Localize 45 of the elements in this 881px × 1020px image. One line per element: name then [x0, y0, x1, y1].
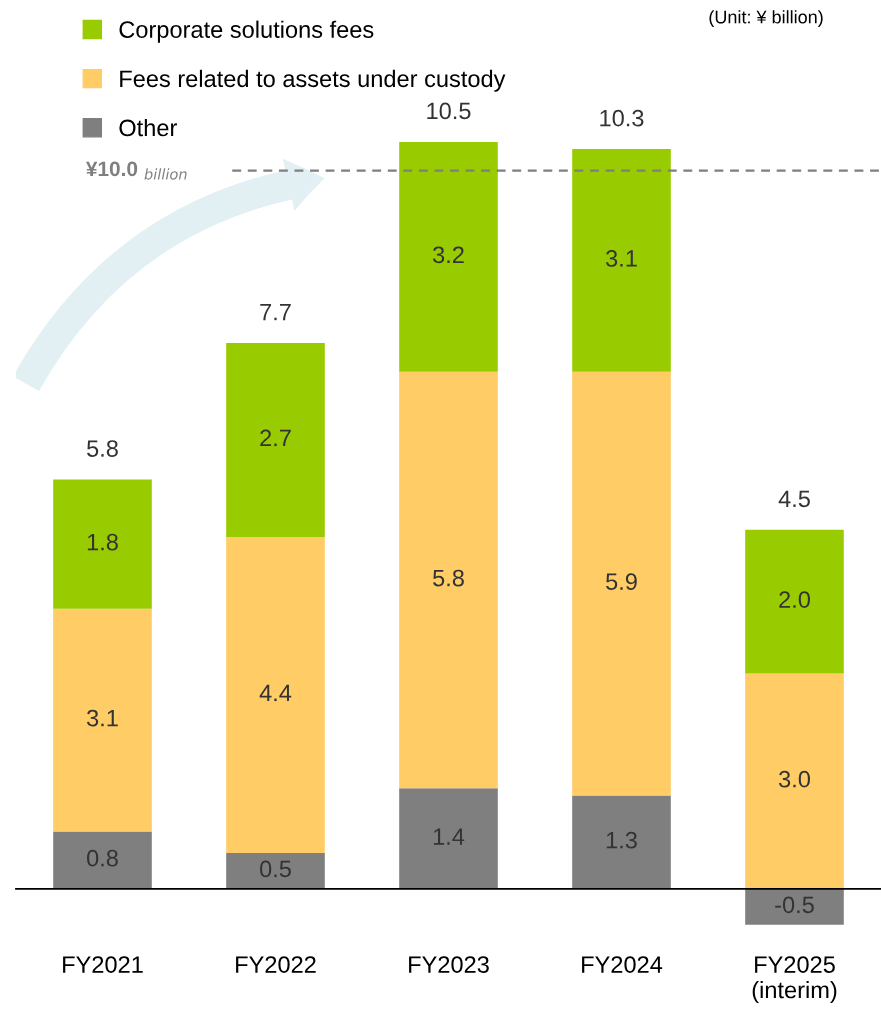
- data-label: 4.4: [259, 684, 292, 702]
- bar: [572, 795, 671, 889]
- data-label: 3.1: [605, 250, 637, 267]
- total-label: 5.8: [87, 440, 118, 457]
- bar: [53, 479, 152, 609]
- data-label: 2.7: [260, 429, 291, 447]
- data-label: 3.2: [432, 246, 464, 264]
- ref-line-label: ¥10.0 $_{billion}$: [85, 161, 187, 180]
- data-label: 1.8: [87, 533, 118, 551]
- bar: [226, 852, 325, 889]
- total-label: 10.3: [600, 109, 644, 127]
- total-label: 10.5: [427, 102, 471, 120]
- data-label: 1.4: [433, 828, 465, 845]
- x-tick-label: FY2023: [409, 956, 489, 973]
- data-label: 0.5: [260, 860, 291, 878]
- data-label: -0.5: [775, 896, 814, 914]
- legend-label: Corporate solutions fees: [119, 20, 374, 43]
- bar: [399, 141, 498, 372]
- data-label: 3.0: [778, 770, 810, 788]
- data-label: 2.0: [779, 591, 810, 608]
- x-tick-label: FY2024: [582, 956, 663, 973]
- data-label: 1.3: [606, 831, 637, 849]
- total-label: 7.7: [260, 303, 291, 321]
- bar: [53, 831, 152, 889]
- data-label: 5.8: [433, 569, 464, 587]
- total-label: 4.5: [778, 490, 810, 508]
- bar: [399, 371, 498, 789]
- text: (Unit: ¥ billion): [709, 10, 823, 28]
- legend-label: Other: [119, 118, 177, 137]
- bar: [572, 371, 671, 796]
- bar: [226, 343, 325, 537]
- data-label: 3.1: [86, 709, 118, 727]
- bar: [53, 608, 152, 832]
- bar: [572, 149, 671, 372]
- x-tick-label: FY2022: [236, 956, 316, 973]
- x-tick-label: FY2021: [63, 956, 143, 973]
- x-tick-label: FY2025 (interim): [752, 956, 837, 1003]
- bar: [745, 888, 844, 925]
- legend-label: Fees related to assets under custody: [120, 69, 506, 92]
- bar: [399, 788, 498, 889]
- data-label: 0.8: [87, 849, 118, 867]
- bar: [745, 529, 844, 674]
- bar: [226, 536, 325, 853]
- data-label: 5.9: [606, 573, 637, 590]
- bar: [745, 673, 844, 889]
